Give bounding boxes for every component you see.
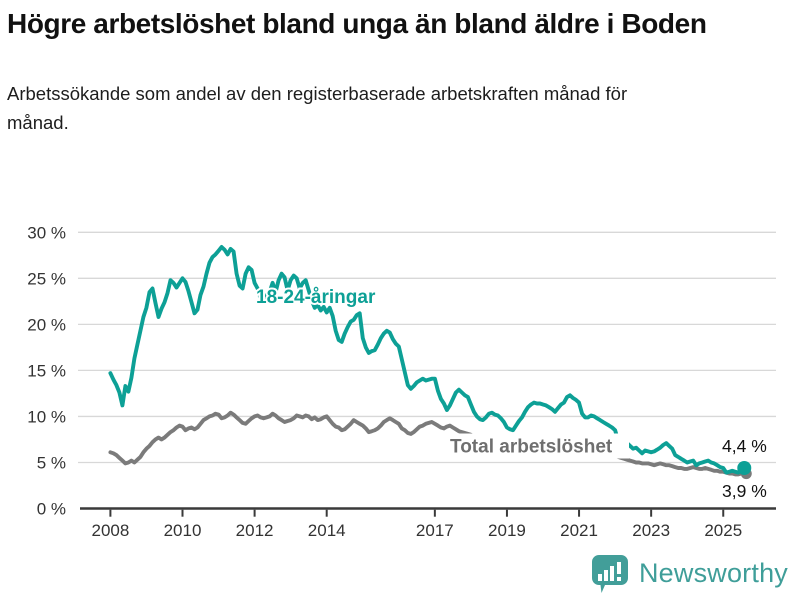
y-axis-label: 10 % — [27, 407, 66, 426]
y-axis-label: 30 % — [27, 223, 66, 242]
series-label-backdrop — [445, 433, 629, 459]
series-line-total — [108, 410, 747, 477]
y-axis-label: 0 % — [37, 500, 66, 519]
x-axis-label: 2019 — [488, 521, 526, 540]
x-axis-label: 2023 — [632, 521, 670, 540]
x-axis-label: 2021 — [560, 521, 598, 540]
chart-header: Högre arbetslöshet bland unga än bland ä… — [7, 5, 727, 138]
x-axis-label: 2010 — [164, 521, 202, 540]
x-axis-label: 2012 — [236, 521, 274, 540]
end-value-youth: 4,4 % — [722, 436, 767, 456]
page-title: Högre arbetslöshet bland unga än bland ä… — [7, 8, 707, 39]
y-axis-label: 5 % — [37, 453, 66, 472]
x-axis-label: 2025 — [704, 521, 742, 540]
chart-subtitle: Arbetssökande som andel av den registerb… — [7, 83, 628, 133]
bar-chart-bubble-icon — [591, 555, 628, 593]
x-axis-label: 2017 — [416, 521, 454, 540]
end-dot-youth — [737, 460, 752, 475]
series-line-youth — [108, 245, 747, 475]
newsworthy-logo: Newsworthy — [590, 553, 788, 593]
series-label-youth: 18-24-åringar — [256, 287, 376, 308]
y-axis-label: 20 % — [27, 315, 66, 334]
end-value-total: 3,9 % — [722, 481, 767, 501]
y-axis-label: 15 % — [27, 361, 66, 380]
x-axis-label: 2008 — [91, 521, 129, 540]
series-label-total: Total arbetslöshet — [450, 437, 613, 458]
y-axis-label: 25 % — [27, 269, 66, 288]
newsworthy-wordmark: Newsworthy — [638, 557, 788, 588]
x-axis-label: 2014 — [308, 521, 346, 540]
